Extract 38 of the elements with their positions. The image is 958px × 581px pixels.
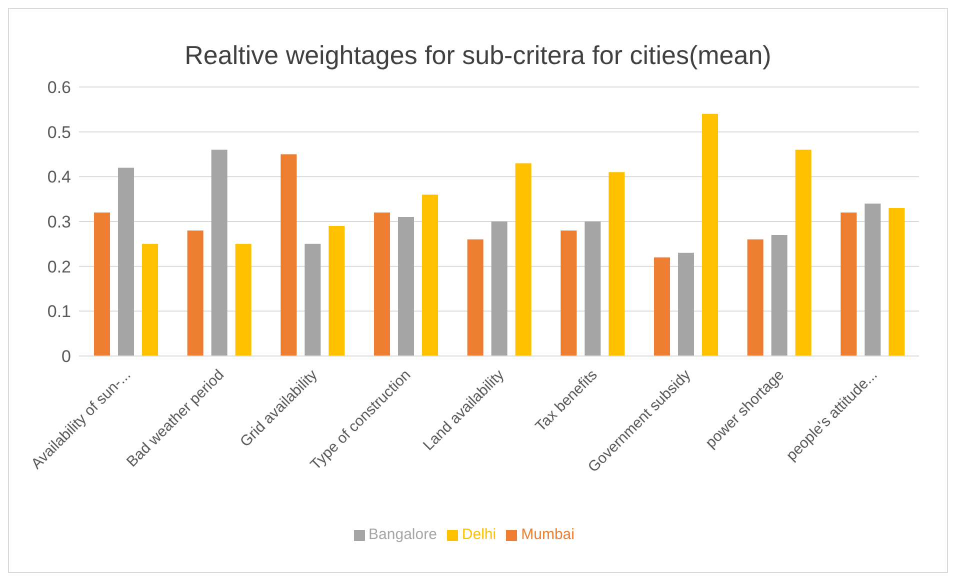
bar — [747, 239, 764, 356]
bar — [142, 244, 158, 356]
bar — [888, 208, 905, 356]
legend-label: Delhi — [462, 526, 496, 543]
bar — [515, 163, 532, 356]
bar — [328, 226, 345, 356]
bar — [491, 222, 508, 356]
bar — [118, 168, 134, 356]
bar — [795, 150, 812, 356]
bar — [702, 114, 718, 356]
bar — [654, 257, 670, 356]
chart-title: Realtive weightages for sub-critera for cities(mean) — [184, 39, 772, 72]
bar — [374, 212, 390, 356]
y-tick-label: 0 — [62, 347, 71, 366]
bar — [94, 212, 110, 356]
y-tick-label: 0.4 — [47, 168, 71, 187]
bar — [467, 239, 484, 356]
bar — [864, 204, 881, 356]
y-tick-label: 0.1 — [47, 302, 71, 322]
y-tick-label: 0.3 — [47, 212, 71, 232]
bar — [678, 252, 694, 356]
legend-label: Bangalore — [368, 526, 437, 543]
bar — [280, 154, 297, 356]
bar — [422, 194, 438, 356]
bar — [584, 222, 601, 356]
bar — [304, 244, 321, 356]
bar — [840, 212, 857, 356]
bar — [187, 230, 204, 356]
bar — [211, 150, 228, 356]
bar — [608, 172, 625, 356]
bar — [235, 244, 252, 356]
bar — [560, 230, 577, 356]
y-tick-label: 0.6 — [47, 78, 71, 98]
y-tick-label: 0.5 — [47, 122, 71, 142]
bar — [771, 234, 788, 356]
y-tick-label: 0.2 — [47, 257, 71, 276]
bar — [398, 217, 414, 356]
legend-label: Mumbai — [521, 526, 574, 543]
